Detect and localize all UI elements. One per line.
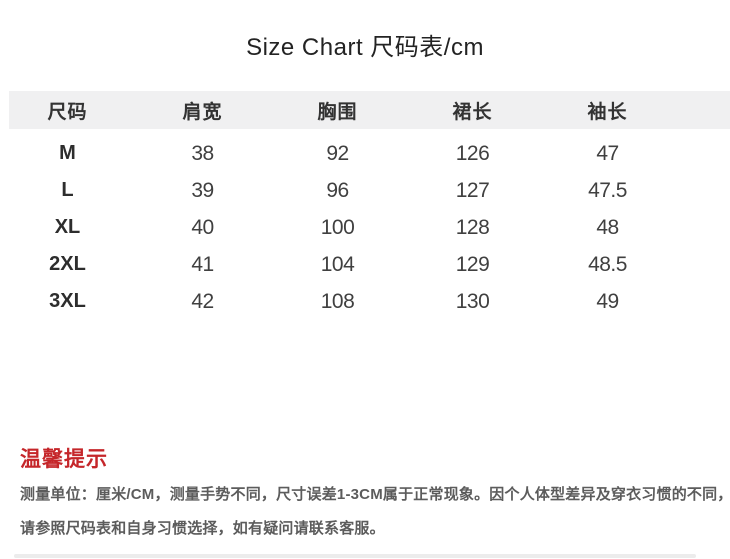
table-row-3xl: 3XL 42 108 130 49 [0, 283, 730, 320]
size-label: L [61, 179, 74, 201]
size-label: 2XL [49, 253, 86, 275]
shoulder-value: 38 [191, 141, 214, 165]
tips-section: 温馨提示 测量单位：厘米/CM，测量手势不同，尺寸误差1-3CM属于正常现象。因… [20, 443, 730, 554]
sleeve-value: 49 [596, 289, 619, 313]
tips-line-1: 测量单位：厘米/CM，测量手势不同，尺寸误差1-3CM属于正常现象。因个人体型差… [20, 486, 730, 503]
bust-value: 96 [326, 178, 349, 202]
tips-line-2: 请参照尺码表和自身习惯选择，如有疑问请联系客服。 [20, 520, 385, 537]
table-row-l: L 39 96 127 47.5 [0, 172, 730, 209]
table-row-xl: XL 40 100 128 48 [0, 209, 730, 246]
size-label: 3XL [49, 290, 86, 312]
sleeve-value: 47 [596, 141, 619, 165]
size-label: M [59, 142, 76, 164]
tips-heading: 温馨提示 [20, 448, 108, 471]
section-divider [14, 554, 696, 558]
shoulder-value: 40 [191, 215, 214, 239]
column-header-length: 裙长 [452, 101, 493, 123]
bust-value: 104 [320, 252, 355, 276]
bust-value: 92 [326, 141, 349, 165]
length-value: 130 [455, 289, 490, 313]
length-value: 127 [455, 178, 490, 202]
table-body: M 38 92 126 47 L 39 96 127 47.5 XL 40 10… [0, 129, 730, 320]
size-table: 尺码 肩宽 胸围 裙长 袖长 M 38 92 126 47 L 39 96 12… [0, 91, 730, 320]
shoulder-value: 41 [191, 252, 214, 276]
column-header-size: 尺码 [47, 101, 88, 123]
column-header-sleeve: 袖长 [587, 101, 628, 123]
length-value: 128 [455, 215, 490, 239]
length-value: 129 [455, 252, 490, 276]
sleeve-value: 48 [596, 215, 619, 239]
table-header-row: 尺码 肩宽 胸围 裙长 袖长 [0, 91, 730, 129]
bust-value: 100 [320, 215, 355, 239]
table-row-2xl: 2XL 41 104 129 48.5 [0, 246, 730, 283]
sleeve-value: 48.5 [588, 252, 627, 276]
page-title: Size Chart 尺码表/cm [246, 34, 484, 61]
sleeve-value: 47.5 [588, 178, 627, 202]
shoulder-value: 42 [191, 289, 214, 313]
column-header-shoulder: 肩宽 [182, 101, 223, 123]
table-row-m: M 38 92 126 47 [0, 135, 730, 172]
bust-value: 108 [320, 289, 355, 313]
column-header-bust: 胸围 [317, 101, 358, 123]
length-value: 126 [455, 141, 490, 165]
shoulder-value: 39 [191, 178, 214, 202]
size-label: XL [54, 216, 81, 238]
